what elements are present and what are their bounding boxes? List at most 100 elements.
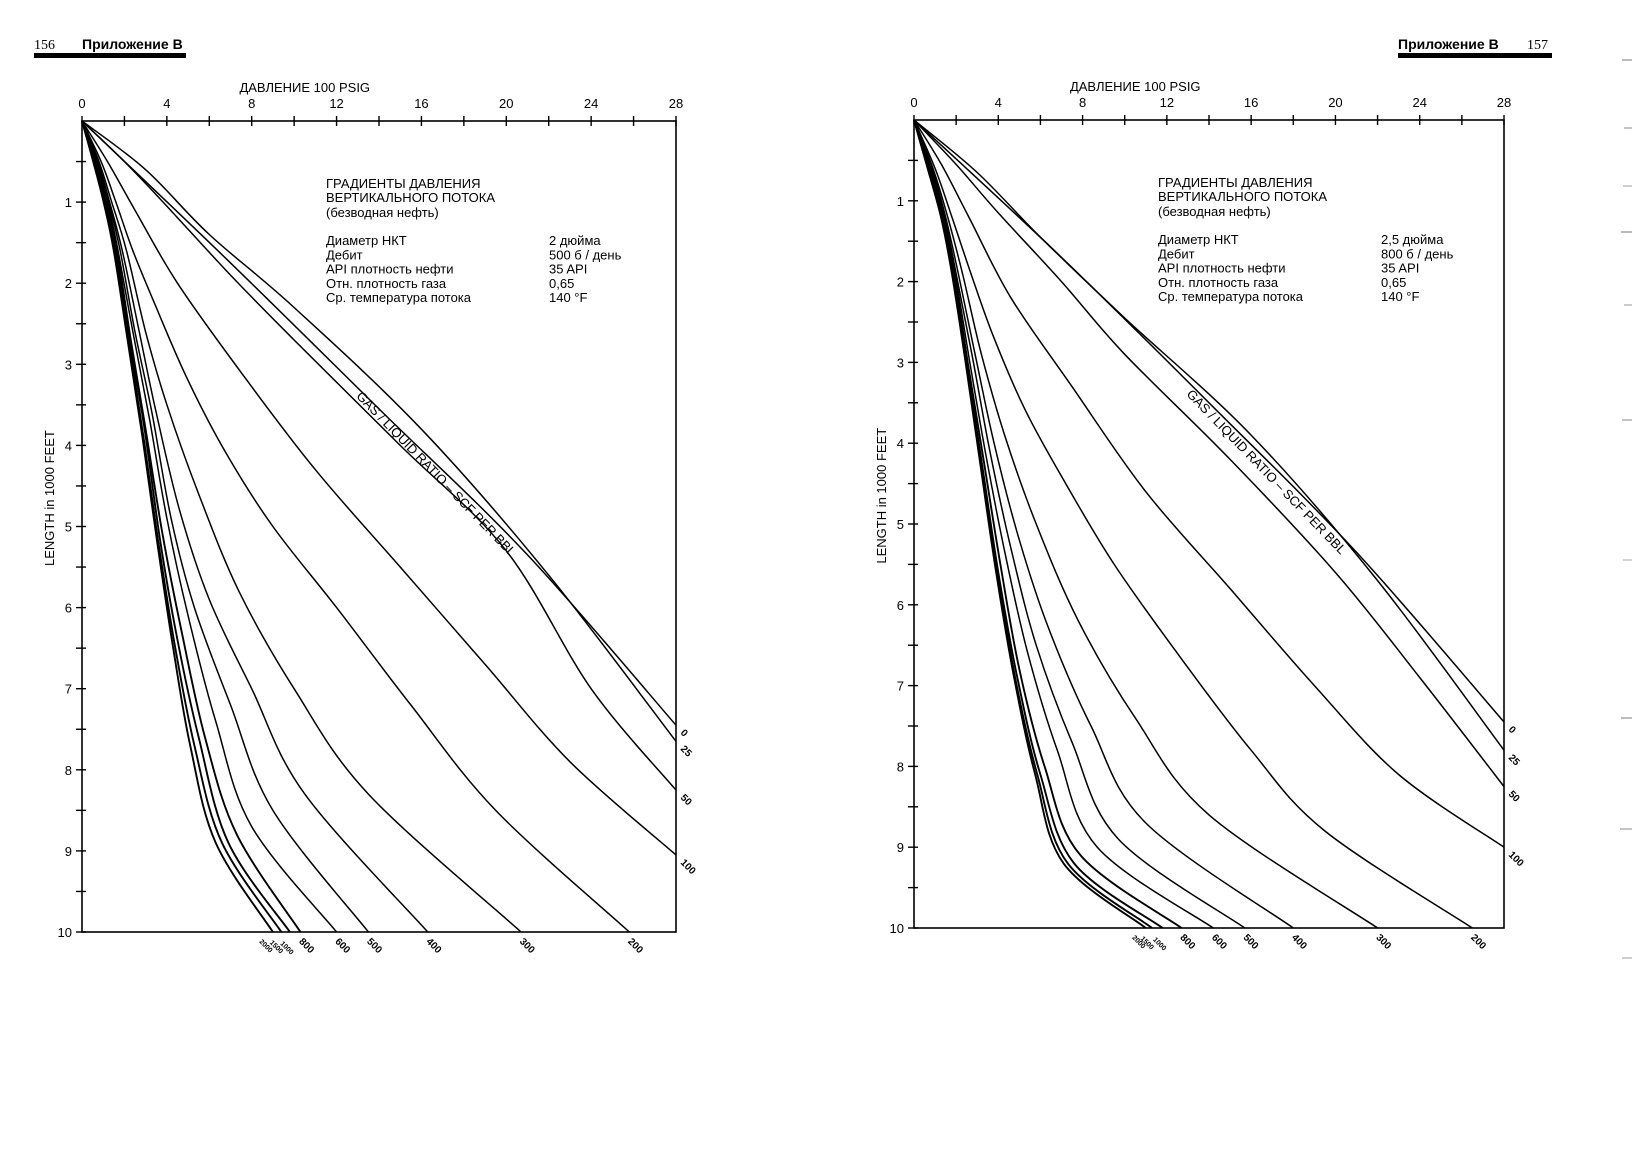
x-axis-label: ДАВЛЕНИЕ 100 PSIG <box>239 80 370 95</box>
curve-group-label: GAS / LIQUID RATIO – SCF PER BBL <box>354 388 520 559</box>
parameter-value: 800 б / день <box>1381 246 1454 261</box>
x-tick-label: 8 <box>248 96 255 111</box>
x-tick-label: 0 <box>78 96 85 111</box>
y-tick-label: 7 <box>65 682 72 697</box>
y-tick-label: 6 <box>897 598 904 613</box>
y-tick-label: 2 <box>65 276 72 291</box>
parameter-value: 500 б / день <box>549 247 622 262</box>
series-label-400: 400 <box>424 936 444 956</box>
parameter-value: 35 API <box>1381 261 1419 276</box>
series-line-1000 <box>81 120 291 933</box>
page-number-right: 157 <box>1527 38 1548 53</box>
y-tick-label: 5 <box>65 520 72 535</box>
x-tick-label: 28 <box>669 96 683 111</box>
series-line-50 <box>81 120 677 791</box>
parameter-value: 140 °F <box>549 290 588 305</box>
series-label-25: 25 <box>1506 753 1522 769</box>
series-label-200: 200 <box>625 936 645 956</box>
parameter-name: Ср. температура потока <box>326 290 472 305</box>
y-tick-label: 10 <box>890 921 904 936</box>
parameters-list: Диаметр НКТ 2 дюйма Дебит 500 б / день API п… <box>326 233 622 305</box>
parameter-value: 140 °F <box>1381 289 1420 304</box>
y-tick-label: 3 <box>65 357 72 372</box>
y-axis-label: LENGTH in 1000 FEET <box>874 428 889 564</box>
chart-info-box: ГРАДИЕНТЫ ДАВЛЕНИЯ ВЕРТИКАЛЬНОГО ПОТОКА (… <box>1158 175 1454 304</box>
chart-title-line: ГРАДИЕНТЫ ДАВЛЕНИЯ <box>326 176 481 191</box>
parameter-name: API плотность нефти <box>326 262 454 277</box>
series-label-50: 50 <box>678 792 694 808</box>
chart-title-line: ГРАДИЕНТЫ ДАВЛЕНИЯ <box>1158 175 1313 190</box>
series-label-0: 0 <box>1506 724 1518 736</box>
y-tick-label: 9 <box>897 840 904 855</box>
series-line-200 <box>913 119 1473 929</box>
series-label-0: 0 <box>678 728 690 740</box>
page-number-left: 156 <box>34 38 55 53</box>
x-tick-label: 24 <box>1412 95 1426 110</box>
series-line-2000 <box>81 120 274 933</box>
series-line-0 <box>913 119 1505 723</box>
x-tick-label: 20 <box>1328 95 1342 110</box>
series-label-800: 800 <box>296 936 316 956</box>
series-line-600 <box>913 119 1214 929</box>
parameter-value: 0,65 <box>1381 275 1406 290</box>
x-tick-label: 12 <box>1160 95 1174 110</box>
series-label-300: 300 <box>517 936 537 956</box>
x-tick-label: 20 <box>499 96 513 111</box>
chart-info-box: ГРАДИЕНТЫ ДАВЛЕНИЯ ВЕРТИКАЛЬНОГО ПОТОКА (… <box>326 176 622 305</box>
y-tick-label: 8 <box>897 759 904 774</box>
series-line-300 <box>81 120 522 933</box>
parameter-value: 0,65 <box>549 276 574 291</box>
x-tick-label: 16 <box>414 96 428 111</box>
series-label-100: 100 <box>1506 850 1526 870</box>
series-label-600: 600 <box>1209 932 1229 952</box>
running-head-right: Приложение В <box>1398 36 1499 52</box>
series-line-800 <box>81 120 302 933</box>
series-line-100 <box>913 119 1505 848</box>
y-tick-label: 4 <box>897 436 904 451</box>
scan-edge-marks <box>1620 59 1632 959</box>
parameter-name: Дебит <box>1158 246 1195 261</box>
x-tick-label: 4 <box>995 95 1002 110</box>
parameter-name: Отн. плотность газа <box>326 276 447 291</box>
y-tick-label: 6 <box>65 601 72 616</box>
series-label-25: 25 <box>678 744 694 760</box>
x-axis-label: ДАВЛЕНИЕ 100 PSIG <box>1070 79 1201 94</box>
chart-title-line: ВЕРТИКАЛЬНОГО ПОТОКА <box>1158 189 1327 204</box>
y-tick-label: 1 <box>65 195 72 210</box>
x-tick-label: 12 <box>329 96 343 111</box>
x-axis-ticks: 0 4 8 12 16 20 24 28 <box>910 95 1511 125</box>
parameters-list: Диаметр НКТ 2,5 дюйма Дебит 800 б / день API… <box>1158 232 1454 304</box>
series-line-100 <box>81 120 677 856</box>
parameter-name: Дебит <box>326 247 363 262</box>
series-label-800: 800 <box>1177 932 1197 952</box>
y-axis-label: LENGTH in 1000 FEET <box>42 430 57 566</box>
y-tick-label: 4 <box>65 438 72 453</box>
y-axis-ticks: 1 2 3 4 5 6 7 8 9 10 <box>890 159 918 936</box>
parameter-name: Ср. температура потока <box>1158 289 1304 304</box>
series-line-25 <box>81 120 677 742</box>
series-label-500: 500 <box>1241 932 1261 952</box>
y-axis-ticks: 1 2 3 4 5 6 7 8 9 10 <box>58 160 86 940</box>
series-label-50: 50 <box>1506 789 1522 805</box>
series-label-300: 300 <box>1373 932 1393 952</box>
x-tick-label: 8 <box>1079 95 1086 110</box>
series-line-400 <box>81 120 429 933</box>
series-line-500 <box>81 120 369 933</box>
parameter-name: Диаметр НКТ <box>1158 232 1239 247</box>
running-head-left: Приложение В <box>82 36 183 52</box>
y-tick-label: 8 <box>65 763 72 778</box>
y-tick-label: 7 <box>897 679 904 694</box>
series-line-0 <box>81 120 677 726</box>
parameter-name: API плотность нефти <box>1158 261 1286 276</box>
series-label-600: 600 <box>332 936 352 956</box>
series-line-50 <box>913 119 1505 788</box>
series-line-300 <box>913 119 1379 929</box>
x-tick-label: 28 <box>1497 95 1511 110</box>
chart-subtitle: (безводная нефть) <box>326 205 439 220</box>
parameter-value: 2,5 дюйма <box>1381 232 1444 247</box>
x-tick-label: 4 <box>163 96 170 111</box>
